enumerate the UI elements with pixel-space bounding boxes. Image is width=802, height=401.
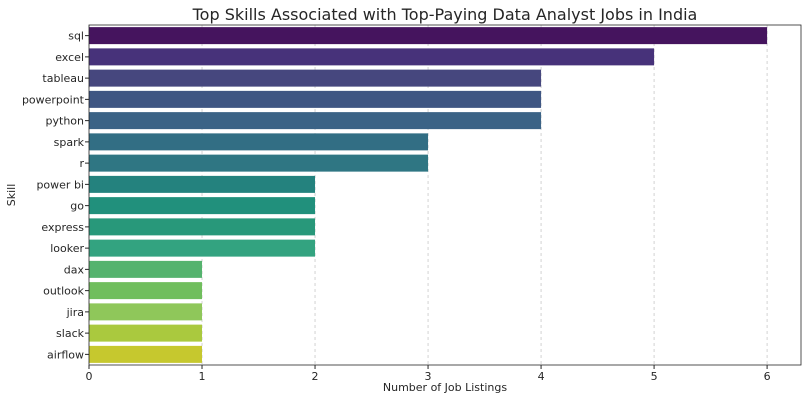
plot-frame: [88, 24, 802, 366]
bar-slack: [89, 324, 203, 342]
x-tick-label: 1: [199, 370, 206, 383]
y-tick-label: spark: [54, 136, 85, 149]
chart-title: Top Skills Associated with Top-Paying Da…: [192, 5, 698, 24]
y-tick-label: dax: [64, 263, 85, 276]
bar-jira: [89, 303, 203, 321]
x-axis-label: Number of Job Listings: [383, 381, 507, 394]
y-tick-label: express: [41, 221, 84, 234]
bar-spark: [89, 133, 429, 151]
y-tick-label: power bi: [36, 178, 84, 191]
y-axis-label: Skill: [5, 184, 18, 207]
y-tick-label: tableau: [42, 72, 84, 85]
y-tick-label: sql: [68, 30, 84, 43]
y-tick-label: powerpoint: [22, 93, 85, 106]
bar-looker: [89, 239, 316, 257]
x-tick-label: 4: [538, 370, 545, 383]
y-tick-label: airflow: [47, 348, 84, 361]
x-tick-label: 3: [425, 370, 432, 383]
x-tick-label: 0: [86, 370, 93, 383]
y-tick-label: looker: [50, 242, 84, 255]
bar-power-bi: [89, 175, 316, 193]
y-tick-label: r: [79, 157, 84, 170]
y-tick-label: excel: [55, 51, 84, 64]
x-tick-label: 2: [312, 370, 319, 383]
bar-r: [89, 154, 429, 172]
bar-powerpoint: [89, 90, 542, 108]
y-tick-label: go: [70, 200, 84, 213]
x-tick-label: 5: [651, 370, 658, 383]
x-tick-labels: 0 1 2 3 4 5 6: [86, 365, 771, 383]
y-tick-label: slack: [56, 327, 85, 340]
y-tick-label: jira: [66, 306, 84, 319]
bar-go: [89, 197, 316, 215]
y-tick-label: outlook: [43, 285, 85, 298]
bar-python: [89, 112, 542, 130]
y-tick-label: python: [46, 115, 85, 128]
bars: [89, 27, 768, 363]
y-tick-labels: sql excel tableau powerpoint python spark r pow…: [22, 30, 89, 361]
bar-express: [89, 218, 316, 236]
bar-sql: [89, 27, 768, 45]
bar-dax: [89, 260, 203, 278]
bar-outlook: [89, 282, 203, 300]
bar-excel: [89, 48, 655, 66]
x-tick-label: 6: [764, 370, 771, 383]
bar-tableau: [89, 69, 542, 87]
bar-airflow: [89, 345, 203, 363]
